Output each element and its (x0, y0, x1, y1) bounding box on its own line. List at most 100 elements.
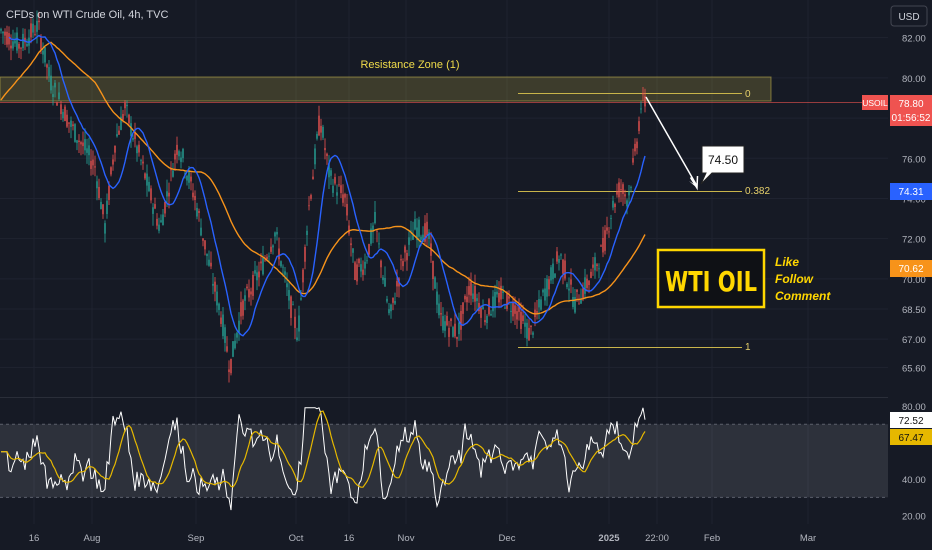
target-callout[interactable]: 74.50 (700, 145, 745, 185)
candle-body (612, 200, 614, 208)
candle-body (298, 315, 300, 332)
candle-body (538, 299, 540, 308)
fib-retracement[interactable]: 0 0.382 1 (518, 89, 770, 353)
candle-body (70, 120, 72, 127)
price-tick-label: 82.00 (902, 34, 926, 45)
candle-body (74, 124, 76, 142)
candle-body (194, 195, 196, 200)
rsi-value: 72.52 (898, 416, 923, 427)
candle-body (120, 116, 122, 130)
candle-body (260, 261, 262, 264)
candle-body (80, 142, 82, 145)
candle-body (292, 304, 294, 306)
candle-body (620, 189, 622, 191)
candle-body (92, 159, 94, 166)
candle-body (34, 34, 36, 35)
fib-level-382-label: 0.382 (745, 186, 770, 197)
candle-body (476, 298, 478, 302)
candle-body (162, 214, 164, 226)
candle-body (452, 327, 454, 337)
candle-body (560, 254, 562, 256)
candle-body (578, 303, 580, 305)
candle-body (484, 320, 486, 323)
candle-body (300, 298, 302, 300)
candle-body (126, 104, 128, 107)
candle-body (94, 166, 96, 168)
candle-body (294, 316, 296, 328)
candle-body (458, 322, 460, 335)
candle-body (592, 264, 594, 268)
candle-body (50, 75, 52, 91)
candle-body (418, 219, 420, 237)
time-tick-label: 22:00 (645, 533, 669, 544)
candle-body (340, 185, 342, 194)
candle-body (606, 227, 608, 231)
candle-body (312, 176, 314, 180)
projection-arrow[interactable] (645, 96, 699, 191)
candle-body (546, 278, 548, 297)
candle-body (390, 304, 392, 312)
candle-body (122, 114, 124, 120)
candle-body (270, 246, 272, 252)
resistance-zone[interactable] (0, 76, 772, 102)
candle-body (492, 296, 494, 312)
ma-fast-value: 74.31 (898, 187, 923, 198)
candle-body (574, 297, 576, 313)
candle-body (188, 171, 190, 183)
candle-body (296, 337, 298, 341)
ma-slow-line (0, 41, 646, 315)
candle-body (456, 336, 458, 339)
candle-body (342, 194, 344, 203)
candle-body (198, 211, 200, 213)
candle-body (316, 133, 318, 139)
candle-body (324, 148, 326, 151)
currency-button[interactable] (890, 5, 928, 27)
candle-body (48, 67, 50, 77)
candle-body (254, 270, 256, 274)
candle-body (544, 288, 546, 301)
candle-body (272, 245, 274, 248)
callout-comment: Comment (775, 289, 831, 303)
candle-body (176, 144, 178, 155)
candle-body (228, 369, 230, 373)
candle-body (278, 248, 280, 260)
candle-body (284, 271, 286, 275)
candle-body (258, 271, 260, 278)
candle-body (466, 296, 468, 303)
candle-body (482, 306, 484, 309)
fib-level-1-label: 1 (745, 342, 751, 353)
candle-body (512, 301, 514, 317)
candle-body (610, 218, 612, 219)
candle-body (558, 258, 560, 263)
candle-body (564, 260, 566, 279)
wti-oil-callout[interactable]: WTI OIL Like Follow Comment (656, 248, 831, 309)
candle-body (38, 20, 40, 23)
candle-body (60, 104, 62, 115)
candle-body (224, 327, 226, 343)
candle-body (310, 195, 312, 199)
candle-body (624, 194, 626, 197)
candle-body (110, 167, 112, 175)
candle-body (470, 281, 472, 296)
candle-body (150, 188, 152, 201)
candle-body (180, 157, 182, 162)
candle-body (618, 182, 620, 198)
bar-countdown: 01:56:52 (892, 113, 931, 124)
candle-body (580, 299, 582, 304)
candle-body (20, 47, 22, 49)
candle-body (494, 291, 496, 309)
candle-body (280, 261, 282, 267)
candle-body (242, 300, 244, 316)
wti-oil-title: WTI OIL (665, 265, 757, 298)
ma-fast-line (8, 34, 646, 337)
candle-body (358, 258, 360, 264)
rsi-pane (0, 407, 888, 511)
candle-body (8, 33, 10, 45)
time-axis[interactable] (0, 524, 932, 550)
candle-body (142, 161, 144, 164)
price-tick-label: 70.00 (902, 275, 926, 286)
candle-body (362, 269, 364, 275)
candle-body (112, 159, 114, 165)
